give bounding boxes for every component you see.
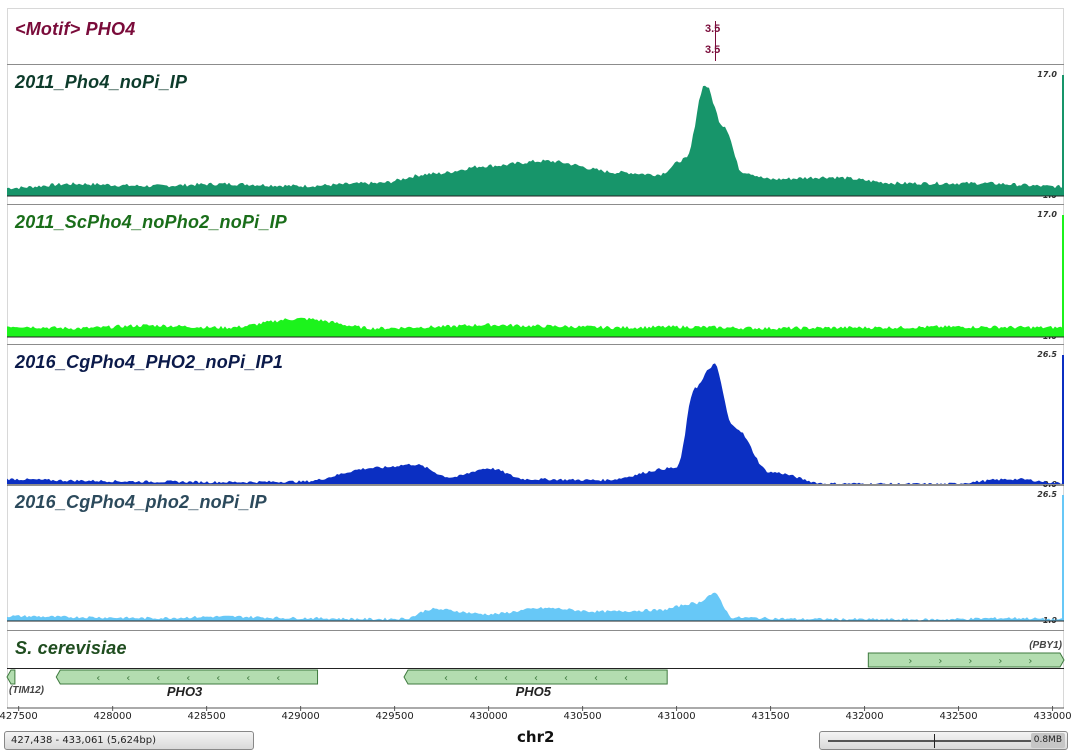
- ruler-tick-label: 429000: [282, 711, 320, 722]
- ruler-tick-label: 432000: [845, 711, 883, 722]
- zoom-level-label: 0.8MB: [1031, 733, 1065, 748]
- ruler-tick-label: 428500: [188, 711, 226, 722]
- ruler-tick-label: 430500: [563, 711, 601, 722]
- ruler-tick-label: 428000: [94, 711, 132, 722]
- ruler-tick-label: 433000: [1033, 711, 1071, 722]
- ruler-tick-label: 429500: [376, 711, 414, 722]
- gene-label: PHO3: [167, 684, 202, 699]
- gene-label: (PBY1): [1029, 640, 1062, 651]
- locus-text: 427,438 - 433,061 (5,624bp): [11, 735, 156, 746]
- ruler-tick-label: 432500: [939, 711, 977, 722]
- locus-field[interactable]: 427,438 - 433,061 (5,624bp): [4, 731, 254, 750]
- ruler-tick-label: 430000: [470, 711, 508, 722]
- gene-label: (TIM12): [9, 685, 44, 696]
- ruler-tick-label: 431500: [751, 711, 789, 722]
- ruler-tick-label: 431000: [657, 711, 695, 722]
- zoom-slider-handle[interactable]: [934, 734, 935, 748]
- zoom-slider-track: [828, 740, 1033, 742]
- ruler-tick-label: 427500: [0, 711, 38, 722]
- chromosome-label: chr2: [517, 728, 554, 746]
- zoom-slider[interactable]: 0.8MB: [819, 731, 1068, 750]
- gene-label: PHO5: [516, 684, 551, 699]
